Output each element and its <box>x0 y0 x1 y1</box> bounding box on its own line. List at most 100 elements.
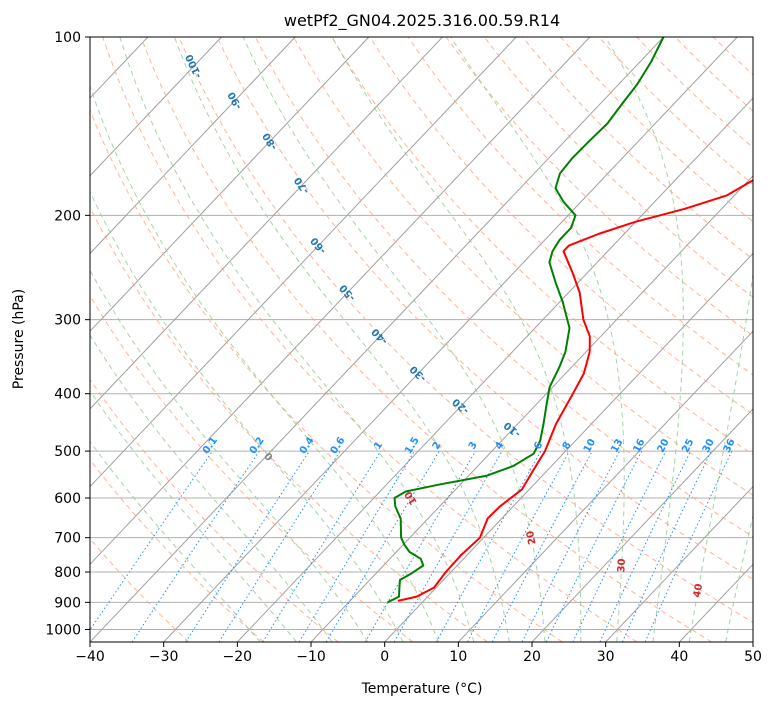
isotherm-line <box>90 37 222 177</box>
mixing-ratio-label: 4 <box>493 440 506 452</box>
moist-adiabat-line <box>90 190 404 642</box>
y-tick-label: 200 <box>54 208 81 224</box>
mixing-ratio-label: 20 <box>656 437 672 454</box>
y-tick-label: 500 <box>54 444 81 460</box>
isotherm-line <box>531 408 753 642</box>
dry-adiabat-line <box>90 206 488 642</box>
x-tick-label: 30 <box>597 649 615 665</box>
profile-lines <box>387 37 753 604</box>
y-tick-label: 100 <box>54 30 81 46</box>
mixing-ratio-line <box>364 450 476 642</box>
mixing-ratio-line <box>435 450 542 642</box>
dry-adiabat-line <box>178 37 753 623</box>
dry-adiabat-line <box>560 37 753 223</box>
mixing-ratio-label: 0.4 <box>298 435 317 456</box>
mixing-ratio-line <box>218 450 341 642</box>
mixing-ratio-label: 6 <box>532 440 545 451</box>
mixing-ratio-label: 30 <box>701 437 717 454</box>
y-tick-label: 400 <box>54 387 81 403</box>
moist-adiabat-line <box>119 37 475 642</box>
isotherm-line <box>90 37 517 488</box>
mixing-ratio-label: 0.6 <box>329 435 348 456</box>
mixing-ratio-label: 3 <box>467 440 480 452</box>
moist-adiabat-line <box>90 84 439 642</box>
mixing-ratio-label: 25 <box>680 437 696 454</box>
y-tick-label: 600 <box>54 491 81 507</box>
moist-adiabat-line <box>90 334 333 642</box>
x-tick-label: 50 <box>744 649 762 665</box>
mixing-ratio-line <box>393 450 503 642</box>
mixing-ratio-label: 16 <box>631 437 647 454</box>
mixing-ratio-line <box>644 450 733 642</box>
dry-adiabat-line <box>483 37 753 298</box>
y-tick-label: 1000 <box>45 622 81 638</box>
x-tick-label: −20 <box>223 649 253 665</box>
y-tick-label: 900 <box>54 595 81 611</box>
x-tick-label: 20 <box>523 649 541 665</box>
x-tick-label: −40 <box>75 649 105 665</box>
moist-adiabat-line <box>331 37 582 642</box>
mixing-ratio-label: 2 <box>431 440 444 452</box>
mixing-ratio-label: 1 <box>372 440 385 452</box>
mixing-ratio-label: 0.2 <box>248 435 267 456</box>
x-tick-label: −30 <box>149 649 179 665</box>
mixing-ratio-label: 1.5 <box>403 435 422 456</box>
mixing-ratio-label: 8 <box>561 440 574 451</box>
mixing-ratio-line <box>185 450 310 642</box>
moist-adiabat-label: 30 <box>616 558 628 573</box>
dry-adiabat-line <box>445 37 753 337</box>
x-tick-label: 40 <box>670 649 688 665</box>
dry-adiabat-line <box>90 294 414 642</box>
mixing-ratio-label: 10 <box>582 437 598 455</box>
isotherm-line <box>605 485 753 642</box>
x-tick-label: −10 <box>296 649 326 665</box>
moist-adiabat-line <box>604 37 684 642</box>
dry-adiabat-line <box>407 37 753 376</box>
temperature-profile-line <box>397 179 753 602</box>
x-tick-label: 0 <box>380 649 389 665</box>
dry-adiabat-label: -100 <box>184 52 205 79</box>
dry-adiabat-line <box>522 37 753 260</box>
y-tick-label: 800 <box>54 565 81 581</box>
y-tick-label: 700 <box>54 531 81 547</box>
dry-adiabat-line <box>331 37 753 456</box>
moist-adiabat-label: 20 <box>525 530 539 546</box>
mixing-ratio-label: 36 <box>722 437 738 454</box>
dry-adiabat-line <box>140 37 712 642</box>
mixing-ratio-label: 0.1 <box>201 435 220 456</box>
dry-adiabat-line <box>90 378 339 642</box>
moist-adiabat-line <box>242 37 546 642</box>
mixing-ratio-line <box>467 450 570 642</box>
dry-adiabat-line <box>369 37 753 415</box>
dry-adiabat-line <box>254 37 753 538</box>
mixing-ratio-line <box>521 450 621 642</box>
moist-adiabat-line <box>450 37 625 642</box>
isotherm-line <box>752 641 753 642</box>
moist-adiabat-label: 40 <box>692 583 705 599</box>
moist-adiabat-line <box>725 513 753 642</box>
moist-adiabat-line <box>688 270 753 642</box>
x-axis-label: Temperature (°C) <box>361 681 483 697</box>
dry-adiabat-line <box>636 37 753 149</box>
isotherm-line <box>457 330 753 642</box>
mixing-ratio-line <box>572 450 667 642</box>
mixing-ratio-line <box>262 450 382 642</box>
isotherm-line <box>90 37 443 410</box>
dry-adiabat-line <box>751 37 753 40</box>
dry-adiabat-line <box>598 37 753 186</box>
isotherm-line <box>90 37 664 642</box>
isotherm-line <box>90 37 296 255</box>
mixing-ratio-line <box>599 450 692 642</box>
dry-adiabat-line <box>90 459 264 642</box>
isotherm-line <box>90 37 370 332</box>
mixing-ratio-line <box>545 450 643 642</box>
isotherm-line <box>384 252 753 642</box>
dry-adiabat-line <box>216 37 753 580</box>
mixing-ratio-line <box>131 450 260 642</box>
isotherm-line <box>678 563 753 642</box>
moist-adiabat-line <box>90 440 261 642</box>
y-axis-label: Pressure (hPa) <box>11 289 27 389</box>
moist-adiabat-line <box>90 269 369 642</box>
plot-frame <box>89 36 754 643</box>
